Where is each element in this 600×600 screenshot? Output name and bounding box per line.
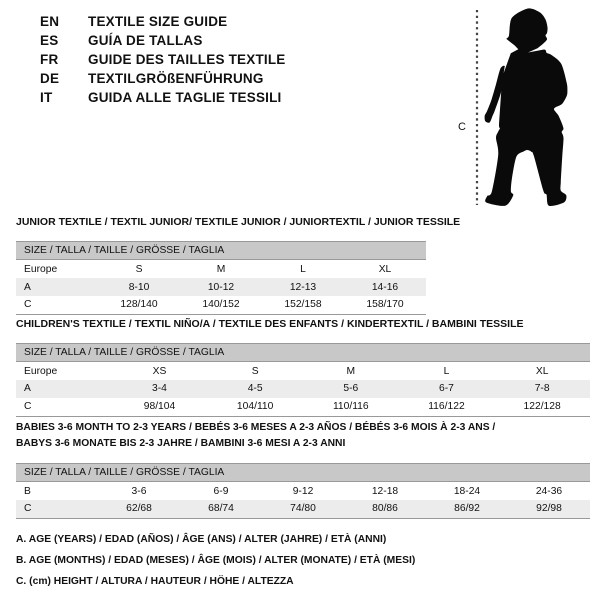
svg-text:C: C: [458, 121, 466, 133]
